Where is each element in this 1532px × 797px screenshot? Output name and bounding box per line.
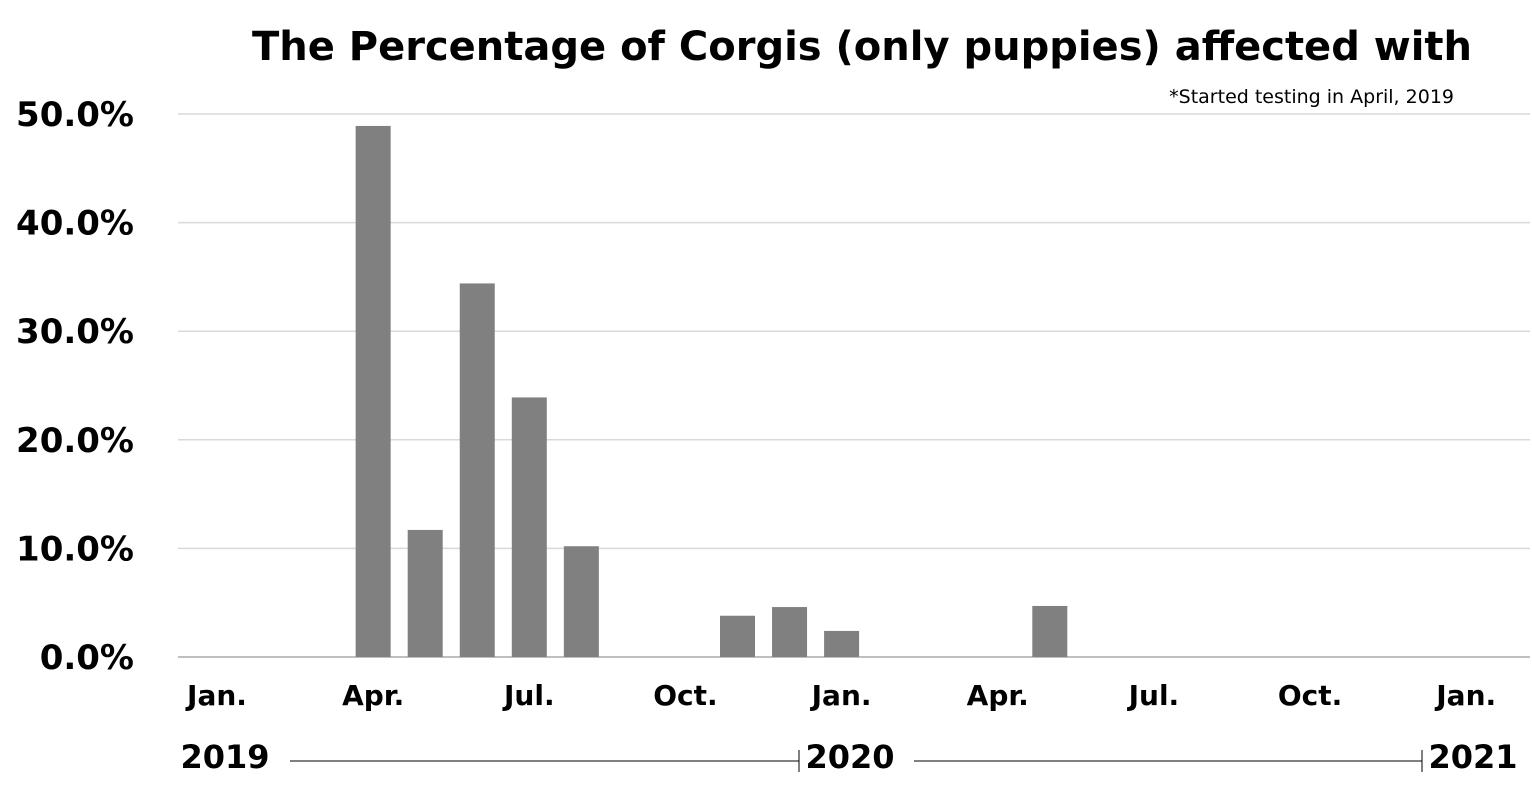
year-label: 2019: [180, 738, 269, 776]
bar: [720, 615, 755, 657]
bar: [511, 397, 547, 657]
y-tick-label: 0.0%: [40, 638, 134, 678]
x-tick-label: Apr.: [967, 679, 1029, 712]
bars: [355, 125, 1068, 658]
bar: [407, 529, 443, 657]
y-tick-label: 40.0%: [16, 204, 134, 244]
y-tick-label: 20.0%: [16, 421, 134, 461]
year-label: 2020: [805, 738, 894, 776]
x-axis-tick-labels: Jan. Apr. Jul. Oct. Jan. Apr. Jul. Oct. Jan.: [185, 679, 1496, 712]
year-label: 2021: [1428, 738, 1517, 776]
x-tick-label: Jul.: [502, 679, 555, 712]
y-axis-tick-labels: 0.0% 10.0% 20.0% 30.0% 40.0% 50.0%: [16, 95, 134, 678]
gridlines: [178, 113, 1530, 658]
bar: [1032, 605, 1068, 657]
x-tick-label: Jan.: [1434, 679, 1496, 712]
chart-annotation: *Started testing in April, 2019: [1169, 86, 1454, 108]
x-tick-label: Apr.: [342, 679, 404, 712]
y-tick-label: 50.0%: [16, 95, 134, 135]
x-tick-label: Jan.: [810, 679, 872, 712]
x-tick-label: Jan.: [185, 679, 247, 712]
year-axis: 2019 2020 2021: [180, 738, 1517, 776]
x-tick-label: Oct.: [1278, 679, 1342, 712]
bar: [824, 630, 860, 657]
y-tick-label: 10.0%: [16, 529, 134, 569]
bar: [355, 125, 391, 658]
bar: [772, 607, 808, 657]
x-tick-label: Oct.: [653, 679, 717, 712]
y-tick-label: 30.0%: [16, 312, 134, 352]
bar: [563, 546, 599, 657]
x-tick-label: Jul.: [1127, 679, 1180, 712]
bar: [459, 283, 495, 657]
chart-title: The Percentage of Corgis (only puppies) …: [252, 24, 1472, 70]
